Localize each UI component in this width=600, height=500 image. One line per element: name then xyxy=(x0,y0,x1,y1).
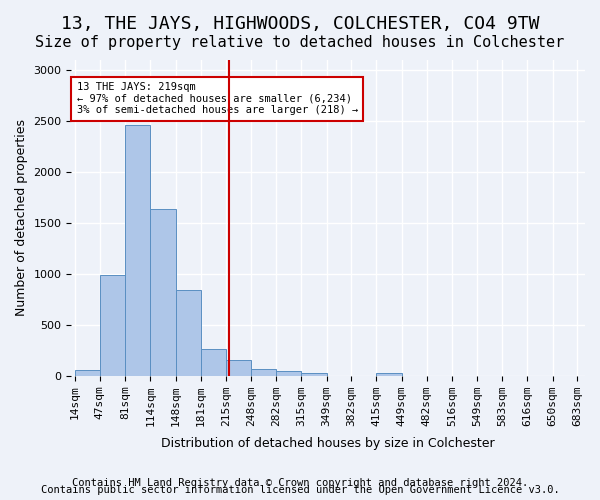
Bar xyxy=(176,290,200,376)
Bar xyxy=(125,125,150,376)
Bar xyxy=(301,373,326,376)
Bar xyxy=(150,208,176,376)
Bar xyxy=(376,372,402,376)
Text: 13 THE JAYS: 219sqm
← 97% of detached houses are smaller (6,234)
3% of semi-deta: 13 THE JAYS: 219sqm ← 97% of detached ho… xyxy=(77,82,358,116)
Y-axis label: Number of detached properties: Number of detached properties xyxy=(15,120,28,316)
Bar xyxy=(277,370,301,376)
Text: 13, THE JAYS, HIGHWOODS, COLCHESTER, CO4 9TW: 13, THE JAYS, HIGHWOODS, COLCHESTER, CO4… xyxy=(61,15,539,33)
Bar xyxy=(226,360,251,376)
Bar xyxy=(100,275,125,376)
Bar xyxy=(251,369,277,376)
Text: Size of property relative to detached houses in Colchester: Size of property relative to detached ho… xyxy=(35,35,565,50)
Bar xyxy=(75,370,100,376)
Text: Contains public sector information licensed under the Open Government Licence v3: Contains public sector information licen… xyxy=(41,485,559,495)
X-axis label: Distribution of detached houses by size in Colchester: Distribution of detached houses by size … xyxy=(161,437,495,450)
Text: Contains HM Land Registry data © Crown copyright and database right 2024.: Contains HM Land Registry data © Crown c… xyxy=(72,478,528,488)
Bar xyxy=(200,349,226,376)
